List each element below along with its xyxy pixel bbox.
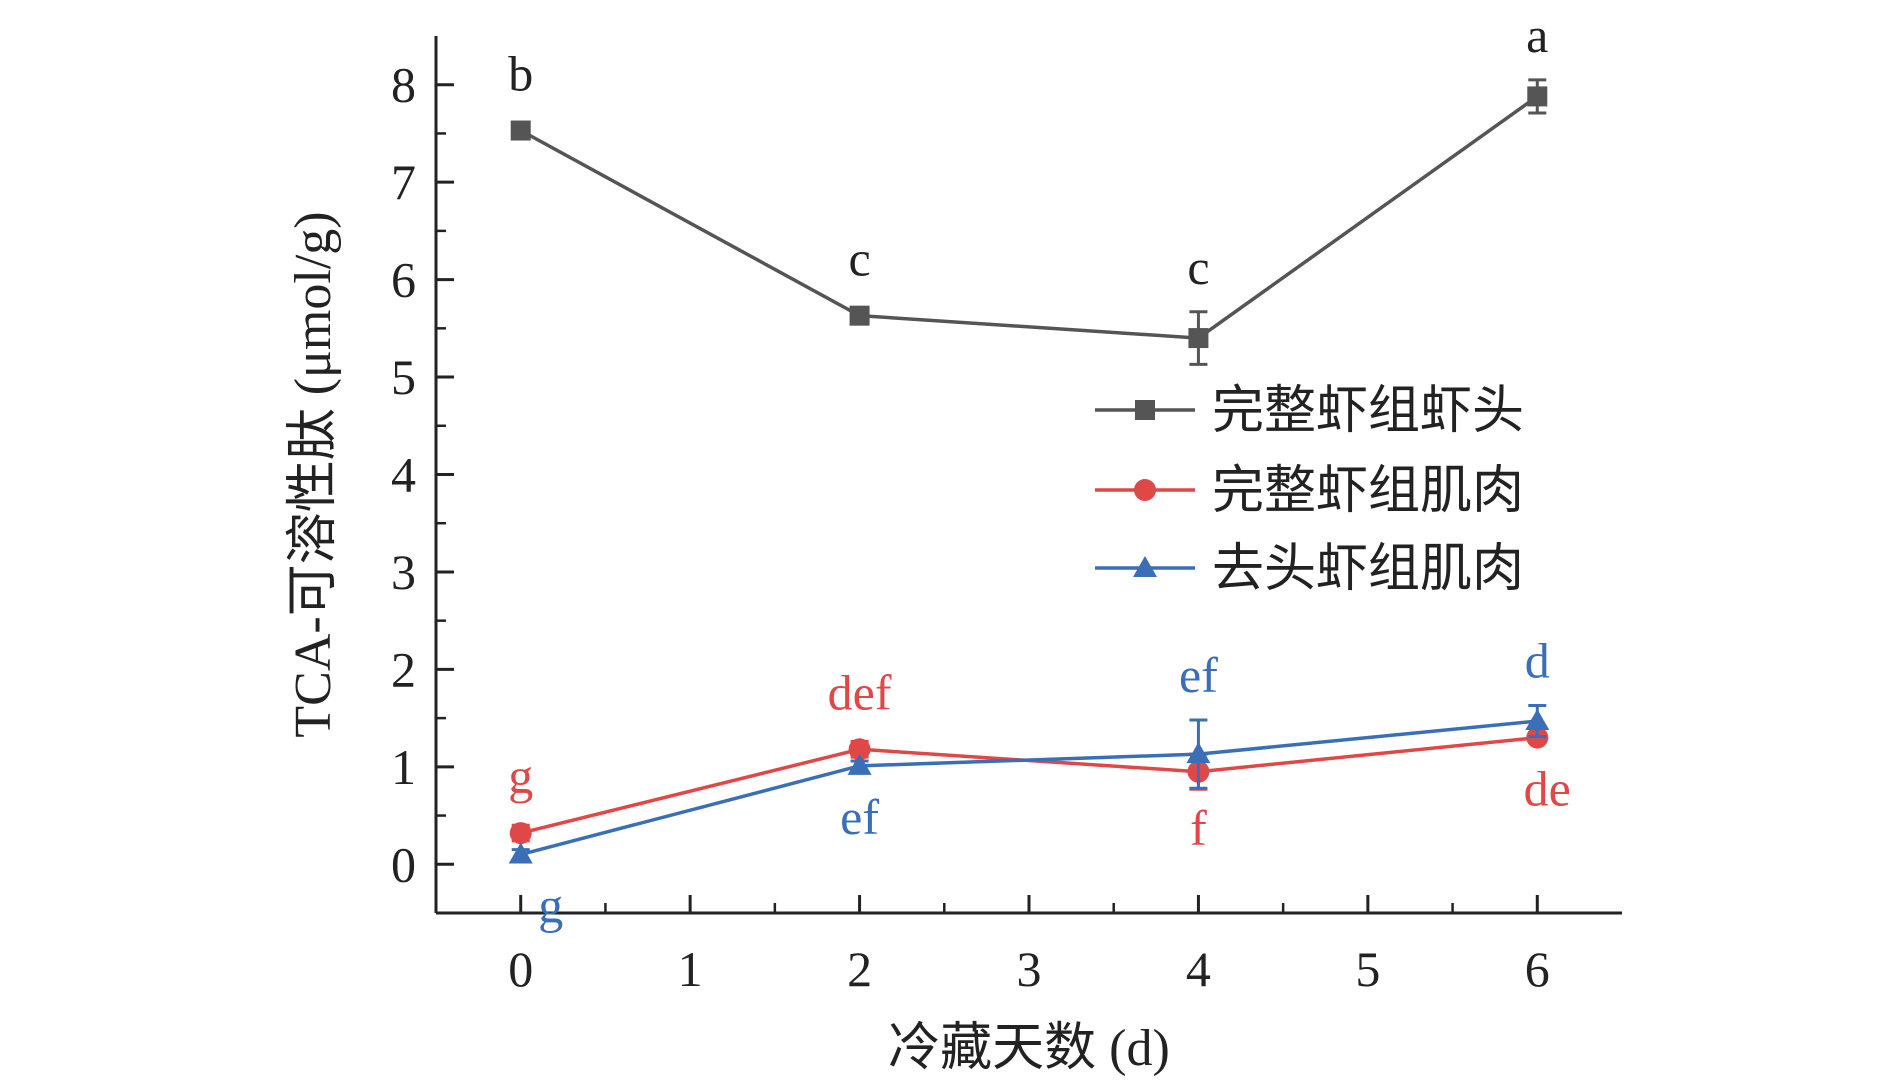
legend-marker	[1135, 400, 1155, 420]
series-line	[520, 719, 1538, 857]
data-point	[849, 305, 870, 326]
y-tick-label: 6	[391, 252, 416, 308]
x-tick-label: 3	[1017, 941, 1042, 997]
y-tick-label: 7	[391, 154, 416, 210]
legend-label: 去头虾组肌肉	[1212, 541, 1524, 598]
significance-label: def	[828, 664, 892, 720]
significance-label: f	[1190, 800, 1207, 856]
axes: 0 1 2 3 4 5 6 0 1 2 3 4 5 6 7 8	[391, 36, 1622, 997]
legend-marker	[1133, 556, 1157, 577]
significance-labels: b c c a g def f de g ef ef d	[508, 7, 1571, 934]
data-point	[508, 842, 533, 864]
x-tick-label: 6	[1525, 941, 1550, 997]
legend-label: 完整虾组肌肉	[1212, 463, 1524, 520]
y-axis-title: TCA-可溶性肽 (μmol/g)	[285, 211, 342, 737]
x-tick-label: 2	[847, 941, 872, 997]
significance-label: a	[1526, 7, 1548, 63]
data-point	[509, 822, 532, 845]
data-point	[1525, 709, 1550, 731]
data-point	[510, 120, 531, 141]
x-tick-label: 0	[508, 941, 533, 997]
x-tick-label: 1	[678, 941, 703, 997]
data-point	[848, 738, 871, 761]
significance-label: c	[848, 231, 870, 287]
data-point	[847, 753, 872, 775]
legend-item-1: 完整虾组虾头	[1095, 383, 1524, 440]
data-point	[1527, 86, 1548, 107]
y-tick-label: 2	[391, 641, 416, 697]
y-tick-label: 1	[391, 739, 416, 795]
significance-label: g	[508, 748, 533, 804]
significance-label: d	[1525, 632, 1550, 688]
significance-label: ef	[840, 789, 879, 845]
y-tick-label: 8	[391, 57, 416, 113]
significance-label: ef	[1179, 647, 1218, 703]
y-tick-label: 4	[391, 447, 416, 503]
significance-label: c	[1187, 239, 1209, 295]
legend-item-3: 去头虾组肌肉	[1095, 541, 1524, 598]
x-tick-label: 5	[1355, 941, 1380, 997]
y-tick-label: 3	[391, 544, 416, 600]
significance-label: b	[508, 46, 533, 102]
series-1	[510, 78, 1548, 366]
data-point	[1186, 742, 1211, 764]
significance-label: de	[1524, 761, 1571, 817]
legend-marker	[1134, 479, 1156, 501]
series-layer	[508, 78, 1550, 864]
series-line	[519, 94, 1539, 340]
series-2	[509, 726, 1549, 845]
x-axis-title: 冷藏天数 (d)	[888, 1020, 1170, 1077]
significance-label: g	[538, 878, 563, 934]
y-tick-label: 5	[391, 349, 416, 405]
y-tick-label: 0	[391, 836, 416, 892]
series-line	[520, 735, 1538, 835]
series-3	[508, 703, 1550, 864]
legend-label: 完整虾组虾头	[1212, 383, 1524, 440]
x-tick-label: 4	[1186, 941, 1211, 997]
legend-item-2: 完整虾组肌肉	[1095, 463, 1524, 520]
data-point	[1188, 328, 1209, 349]
